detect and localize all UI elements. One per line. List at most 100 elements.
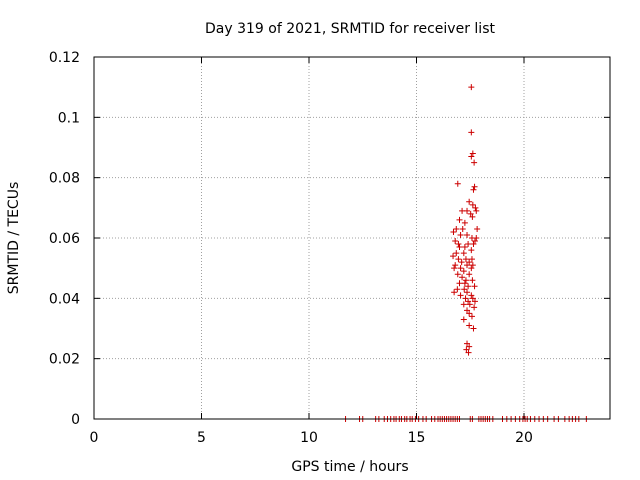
y-tick-label: 0 [71, 412, 80, 428]
data-point [464, 307, 471, 314]
data-point [466, 271, 473, 278]
data-point [451, 289, 458, 296]
data-point [469, 213, 476, 220]
data-point [454, 271, 461, 278]
data-point [466, 259, 473, 266]
data-point [468, 84, 475, 91]
data-point [471, 283, 478, 290]
x-axis-ticks: 0 5 10 15 20 [90, 57, 533, 446]
data-point [473, 207, 480, 214]
data-point [470, 241, 477, 248]
y-tick-label: 0.12 [49, 50, 80, 66]
data-points [342, 84, 590, 422]
data-point [459, 274, 466, 281]
data-point [465, 241, 472, 248]
data-point [456, 244, 463, 251]
y-axis-ticks: 0 0.02 0.04 0.06 0.08 0.1 0.12 [49, 50, 610, 428]
data-point [467, 210, 474, 217]
y-tick-label: 0.08 [49, 171, 80, 187]
data-point [462, 295, 469, 302]
data-point [454, 286, 461, 293]
data-point [471, 304, 478, 311]
data-point [468, 292, 475, 299]
data-point [466, 310, 473, 317]
data-point [461, 280, 468, 287]
data-point [465, 283, 472, 290]
data-point [465, 298, 472, 305]
x-tick-label: 0 [90, 430, 99, 446]
data-point [452, 238, 459, 245]
data-point [464, 207, 471, 214]
data-point [455, 241, 462, 248]
data-point [473, 235, 480, 241]
data-point [453, 250, 460, 257]
data-point [468, 153, 475, 160]
data-point [468, 313, 475, 320]
y-tick-label: 0.04 [49, 291, 80, 307]
x-axis-label: GPS time / hours [291, 459, 408, 475]
data-point [471, 159, 478, 166]
data-point [468, 256, 475, 263]
x-tick-label: 10 [300, 430, 318, 446]
data-point [463, 346, 470, 353]
data-point [469, 150, 476, 157]
data-point [451, 265, 458, 272]
data-point [456, 280, 463, 287]
data-point [457, 231, 464, 238]
data-point [468, 247, 475, 254]
data-point [464, 262, 471, 269]
data-point [465, 349, 472, 356]
y-tick-label: 0.06 [49, 231, 80, 247]
data-point [461, 244, 468, 251]
data-point [470, 325, 477, 332]
data-point [471, 183, 478, 190]
data-point [460, 268, 467, 275]
x-tick-label: 20 [515, 430, 533, 446]
data-point [453, 225, 460, 232]
data-point [469, 277, 476, 284]
chart-title: Day 319 of 2021, SRMTID for receiver lis… [205, 21, 495, 37]
data-point [460, 301, 467, 308]
data-point [452, 262, 459, 269]
data-point [471, 238, 478, 245]
data-point [466, 198, 473, 205]
data-point [461, 219, 468, 226]
data-point [464, 340, 471, 347]
data-point [466, 301, 473, 308]
data-point [470, 186, 477, 193]
data-point [464, 231, 471, 238]
data-point [471, 298, 478, 305]
data-point [472, 204, 479, 211]
data-point [462, 256, 469, 263]
data-point [457, 292, 464, 299]
grid-lines [94, 57, 610, 419]
data-point [460, 250, 467, 257]
data-point [474, 225, 481, 232]
data-point [469, 262, 476, 269]
data-point [468, 265, 475, 272]
data-point [461, 286, 468, 293]
data-point [466, 322, 473, 329]
data-point [457, 265, 464, 272]
data-point [454, 180, 461, 187]
data-point [450, 228, 457, 235]
data-point [466, 343, 473, 350]
x-tick-label: 15 [408, 430, 426, 446]
data-point [455, 256, 462, 263]
data-point [460, 316, 467, 323]
data-point [468, 129, 475, 136]
data-point [450, 253, 457, 260]
data-point [456, 216, 463, 223]
data-point [469, 201, 476, 208]
x-tick-label: 5 [197, 430, 206, 446]
data-point [458, 259, 465, 266]
y-tick-label: 0.02 [49, 352, 80, 368]
data-point [464, 289, 471, 296]
y-axis-label: SRMTID / TECUs [6, 182, 22, 295]
y-tick-label: 0.1 [58, 110, 80, 126]
data-point [462, 277, 469, 284]
data-point [469, 295, 476, 302]
data-point [459, 225, 466, 232]
